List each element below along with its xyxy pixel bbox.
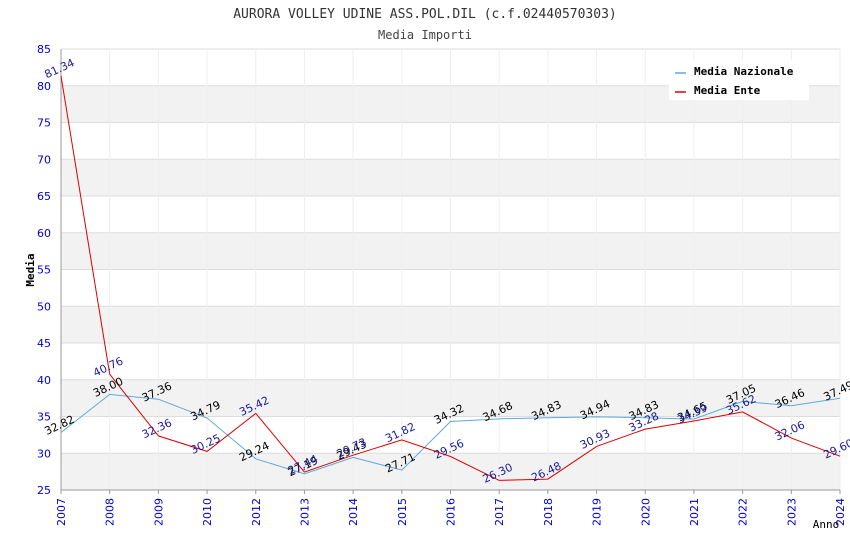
x-tick-label: 2024 (834, 498, 847, 526)
y-tick-label: 75 (37, 117, 51, 130)
x-tick-label: 2020 (639, 498, 652, 526)
y-tick-label: 50 (37, 300, 51, 313)
x-tick-label: 2015 (396, 498, 409, 526)
y-tick-label: 85 (37, 43, 51, 56)
x-tick-label: 2017 (493, 498, 506, 526)
y-tick-label: 25 (37, 484, 51, 497)
chart-title: AURORA VOLLEY UDINE ASS.POL.DIL (c.f.024… (233, 7, 617, 22)
x-tick-label: 2013 (298, 498, 311, 526)
y-tick-label: 45 (37, 337, 51, 350)
series-line-media-nazionale (60, 393, 841, 475)
y-tick-label: 55 (37, 264, 51, 277)
x-tick-label: 2014 (347, 498, 360, 526)
y-tick-label: 30 (37, 447, 51, 460)
data-label: 31.82 (383, 420, 417, 445)
x-tick-label: 2012 (250, 498, 263, 526)
x-tick-label: 2019 (591, 498, 604, 526)
data-label: 81.34 (42, 56, 76, 81)
y-tick-label: 80 (37, 80, 51, 93)
x-tick-label: 2022 (737, 498, 750, 526)
x-tick-label: 2018 (542, 498, 555, 526)
x-axis-title: Anno (813, 518, 840, 531)
y-tick-label: 65 (37, 190, 51, 203)
y-axis-title: Media (24, 253, 37, 286)
x-tick-label: 2008 (104, 498, 117, 526)
x-tick-label: 2010 (201, 498, 214, 526)
legend-label-media-nazionale: Media Nazionale (694, 65, 794, 78)
y-tick-label: 35 (37, 411, 51, 424)
data-label: 32.36 (140, 416, 174, 441)
x-tick-label: 2007 (55, 498, 68, 526)
data-label: 32.06 (773, 418, 807, 443)
legend-box (669, 60, 809, 100)
legend-label-media-ente: Media Ente (694, 84, 761, 97)
chart-subtitle: Media Importi (378, 28, 472, 42)
legend: Media Nazionale Media Ente (669, 60, 809, 100)
series-line-media-ente (60, 75, 841, 481)
y-tick-label: 70 (37, 153, 51, 166)
series-lines (60, 75, 841, 481)
y-tick-label: 40 (37, 374, 51, 387)
axes: 25 30 35 40 45 50 55 60 65 70 75 80 85 2007 2008 2009 20… (37, 43, 847, 526)
y-tick-label: 60 (37, 227, 51, 240)
x-tick-label: 2016 (445, 498, 458, 526)
x-tick-label: 2009 (152, 498, 165, 526)
x-tick-label: 2021 (688, 498, 701, 526)
plot-grid (60, 48, 841, 491)
x-tick-label: 2023 (785, 498, 798, 526)
data-label: 30.93 (578, 427, 612, 452)
